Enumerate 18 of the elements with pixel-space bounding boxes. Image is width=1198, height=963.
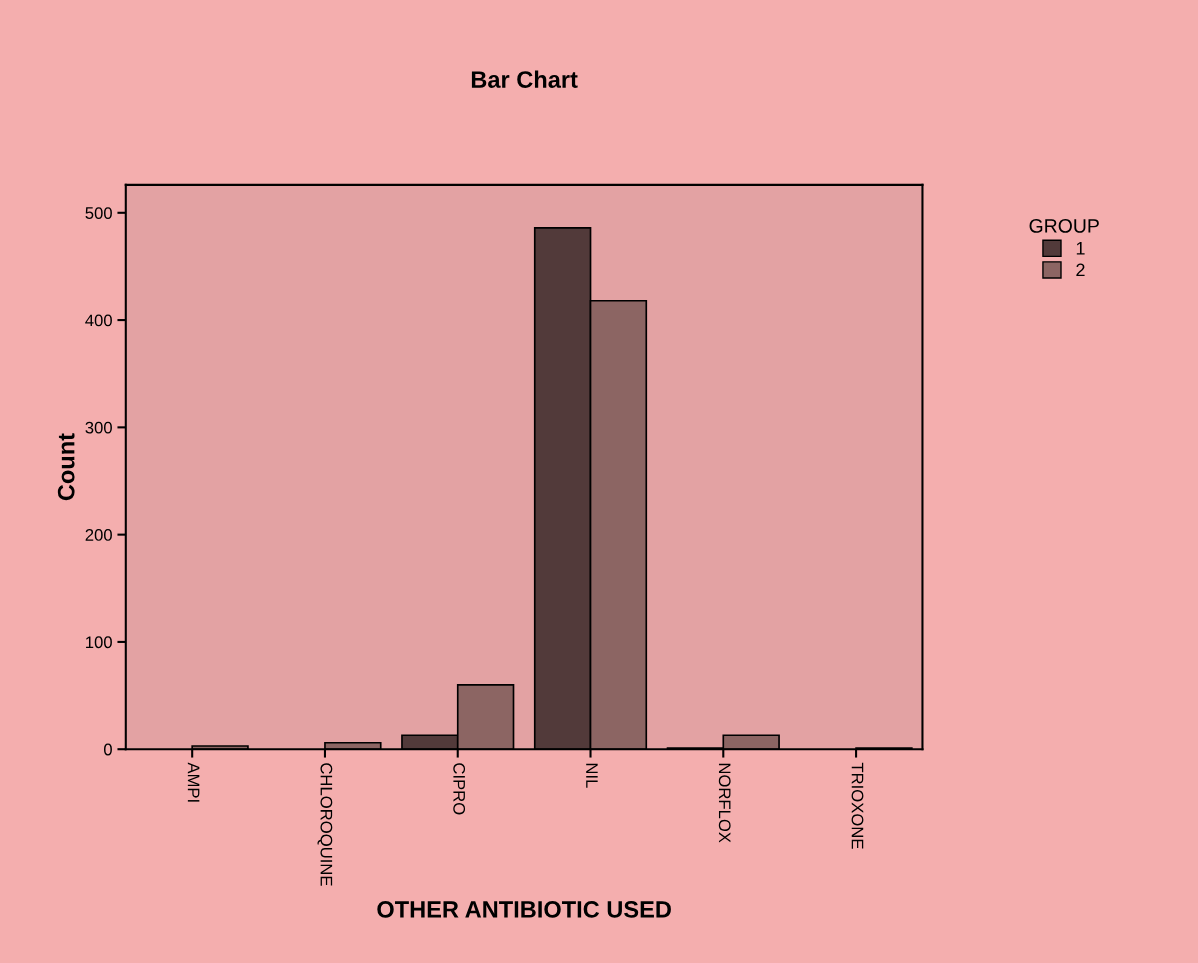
y-axis-title: Count [57,433,75,501]
legend-label: 1 [1076,242,1085,255]
y-tick-label: 400 [85,314,112,327]
x-tick-label: NIL [586,763,598,788]
legend-label: 2 [1076,263,1085,277]
y-tick-label: 500 [85,207,112,219]
x-axis-title: OTHER ANTIBIOTIC USED [377,901,671,918]
x-tick-label: AMPI [187,762,200,802]
legend-title: GROUP [1029,218,1099,233]
x-tick-label: CIPRO [453,763,466,815]
y-tick-label: 200 [85,529,112,541]
x-tick-label: NORFLOX [718,763,731,843]
y-tick-label: 300 [85,421,112,434]
y-tick-label: 0 [103,743,112,756]
chart-title: Bar Chart [471,70,578,88]
y-tick-label: 100 [86,636,112,649]
x-tick-label: CHLOROQUINE [317,763,333,886]
x-tick-label: TRIOXONE [851,762,864,849]
